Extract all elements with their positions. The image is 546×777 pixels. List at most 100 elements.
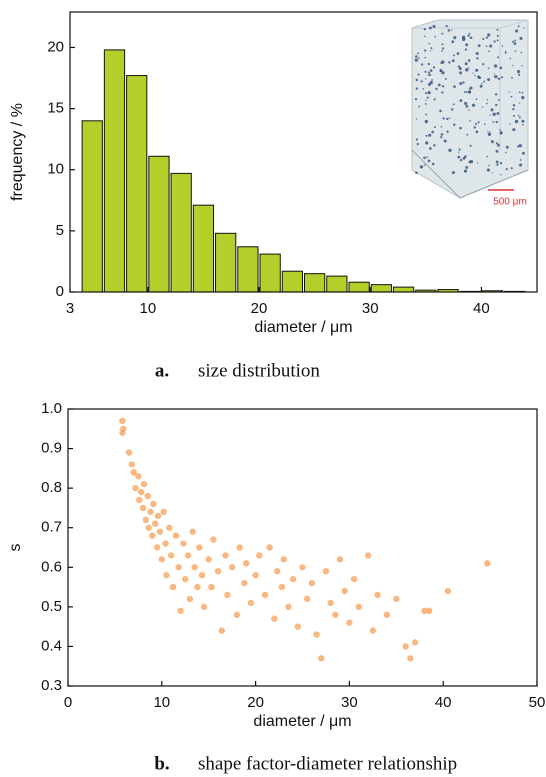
point bbox=[278, 583, 286, 591]
inset-particle bbox=[440, 133, 444, 136]
inset-particle bbox=[469, 36, 473, 40]
inset-particle bbox=[495, 160, 499, 164]
inset-particle bbox=[458, 67, 462, 71]
point bbox=[177, 607, 184, 615]
bar bbox=[259, 253, 281, 293]
inset-particle bbox=[464, 101, 468, 106]
inset-particle bbox=[420, 80, 423, 83]
point bbox=[369, 627, 377, 634]
inset-particle bbox=[423, 164, 426, 166]
y-tick-label: 0.6 bbox=[41, 558, 62, 575]
inset-particle bbox=[512, 128, 516, 132]
point bbox=[184, 552, 192, 559]
inset-particle bbox=[459, 71, 463, 75]
point bbox=[175, 564, 182, 571]
point bbox=[196, 544, 203, 551]
inset-particle bbox=[500, 173, 502, 176]
inset-particle bbox=[475, 51, 479, 55]
y-tick-label: 0.9 bbox=[41, 440, 62, 457]
inset-particle bbox=[467, 59, 471, 62]
y-tick-label: 0.5 bbox=[41, 598, 62, 615]
inset-particle bbox=[514, 50, 517, 52]
inset-particle bbox=[495, 120, 498, 124]
inset-particle bbox=[496, 28, 499, 31]
x-axis-label: diameter / μm bbox=[253, 713, 351, 730]
inset-particle bbox=[441, 85, 445, 88]
point bbox=[355, 603, 362, 611]
inset-particle bbox=[451, 171, 455, 175]
inset-particle bbox=[518, 73, 521, 76]
inset-particle bbox=[512, 107, 515, 111]
inset-particle bbox=[499, 66, 503, 70]
inset-particle bbox=[497, 77, 500, 80]
point bbox=[393, 595, 400, 603]
point bbox=[120, 425, 127, 432]
inset-particle bbox=[497, 56, 500, 59]
inset-particle bbox=[444, 77, 447, 80]
inset-particle bbox=[463, 91, 466, 93]
inset-particle bbox=[511, 76, 513, 79]
x-tick-label: 20 bbox=[251, 300, 268, 317]
inset-particle bbox=[518, 102, 521, 104]
inset-particle bbox=[420, 63, 424, 66]
point bbox=[299, 564, 306, 571]
inset-particle bbox=[522, 151, 525, 155]
y-tick-label: 5 bbox=[56, 222, 64, 239]
inset-particle bbox=[457, 155, 461, 159]
x-tick-label: 0 bbox=[64, 694, 72, 711]
inset-particle bbox=[499, 131, 503, 135]
inset-particle bbox=[486, 155, 489, 158]
point bbox=[425, 607, 433, 615]
inset-particle bbox=[440, 61, 443, 64]
point bbox=[132, 484, 139, 492]
inset-particle bbox=[453, 36, 457, 40]
inset-particle bbox=[497, 99, 500, 101]
inset-particle bbox=[441, 47, 445, 50]
inset-particle bbox=[459, 126, 462, 130]
inset-particle bbox=[424, 78, 427, 80]
inset-particle bbox=[486, 168, 490, 172]
inset-particle bbox=[514, 119, 519, 124]
inset-particle bbox=[441, 32, 444, 35]
inset-particle bbox=[510, 95, 513, 98]
inset-particle bbox=[439, 109, 442, 113]
y-axis-label: frequency / % bbox=[9, 103, 26, 201]
bar bbox=[148, 155, 170, 293]
bar bbox=[192, 204, 215, 293]
inset-particle bbox=[481, 82, 483, 85]
y-tick-label: 15 bbox=[47, 100, 64, 117]
inset-particle bbox=[422, 88, 425, 90]
inset-particle bbox=[496, 39, 499, 42]
inset-particle bbox=[501, 76, 504, 79]
inset-particle bbox=[519, 163, 523, 167]
inset-particle bbox=[505, 145, 509, 149]
point bbox=[407, 655, 414, 662]
caption-letter: b. bbox=[154, 753, 169, 774]
point bbox=[484, 560, 491, 567]
inset-particle bbox=[521, 96, 525, 100]
point bbox=[280, 556, 287, 563]
point bbox=[172, 532, 180, 539]
inset-particle bbox=[415, 87, 419, 90]
point bbox=[145, 524, 152, 531]
inset-particle bbox=[475, 130, 479, 134]
inset-particle bbox=[448, 148, 452, 152]
inset-particle bbox=[414, 97, 418, 101]
y-tick-label: 0 bbox=[56, 283, 64, 300]
point bbox=[322, 568, 330, 575]
point bbox=[236, 544, 243, 551]
inset-particle bbox=[433, 98, 436, 101]
x-tick-label: 30 bbox=[341, 694, 358, 711]
point bbox=[166, 524, 173, 531]
point bbox=[214, 568, 222, 575]
x-tick-label: 50 bbox=[529, 694, 546, 711]
bar bbox=[392, 286, 415, 293]
bar bbox=[81, 120, 103, 293]
inset-particle bbox=[505, 50, 507, 52]
inset-particle bbox=[468, 91, 471, 94]
inset-particle bbox=[465, 91, 468, 94]
inset-particle bbox=[458, 148, 461, 151]
inset-particle bbox=[439, 70, 442, 73]
